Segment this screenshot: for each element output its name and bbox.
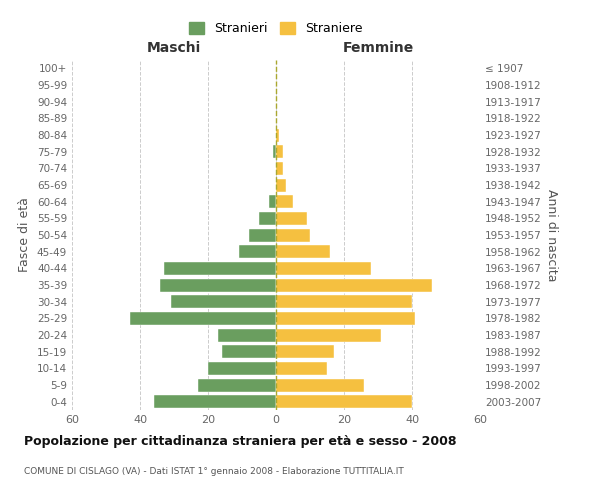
- Bar: [276, 362, 327, 375]
- Bar: [164, 262, 276, 275]
- Bar: [276, 278, 433, 291]
- Bar: [276, 378, 364, 392]
- Y-axis label: Anni di nascita: Anni di nascita: [545, 188, 558, 281]
- Bar: [221, 345, 276, 358]
- Text: Maschi: Maschi: [147, 41, 201, 55]
- Bar: [249, 228, 276, 241]
- Bar: [269, 195, 276, 208]
- Bar: [276, 295, 412, 308]
- Bar: [198, 378, 276, 392]
- Bar: [160, 278, 276, 291]
- Bar: [130, 312, 276, 325]
- Text: COMUNE DI CISLAGO (VA) - Dati ISTAT 1° gennaio 2008 - Elaborazione TUTTITALIA.IT: COMUNE DI CISLAGO (VA) - Dati ISTAT 1° g…: [24, 468, 404, 476]
- Text: Femmine: Femmine: [343, 41, 413, 55]
- Bar: [208, 362, 276, 375]
- Y-axis label: Fasce di età: Fasce di età: [19, 198, 31, 272]
- Bar: [259, 212, 276, 225]
- Bar: [272, 145, 276, 158]
- Bar: [239, 245, 276, 258]
- Bar: [276, 145, 283, 158]
- Bar: [276, 178, 286, 192]
- Legend: Stranieri, Straniere: Stranieri, Straniere: [184, 18, 368, 40]
- Bar: [276, 195, 293, 208]
- Bar: [276, 228, 310, 241]
- Bar: [276, 262, 371, 275]
- Bar: [170, 295, 276, 308]
- Bar: [276, 395, 412, 408]
- Bar: [276, 162, 283, 175]
- Bar: [276, 312, 415, 325]
- Text: Popolazione per cittadinanza straniera per età e sesso - 2008: Popolazione per cittadinanza straniera p…: [24, 435, 457, 448]
- Bar: [276, 245, 331, 258]
- Bar: [154, 395, 276, 408]
- Bar: [276, 345, 334, 358]
- Bar: [276, 212, 307, 225]
- Bar: [276, 328, 382, 342]
- Bar: [276, 128, 280, 141]
- Bar: [218, 328, 276, 342]
